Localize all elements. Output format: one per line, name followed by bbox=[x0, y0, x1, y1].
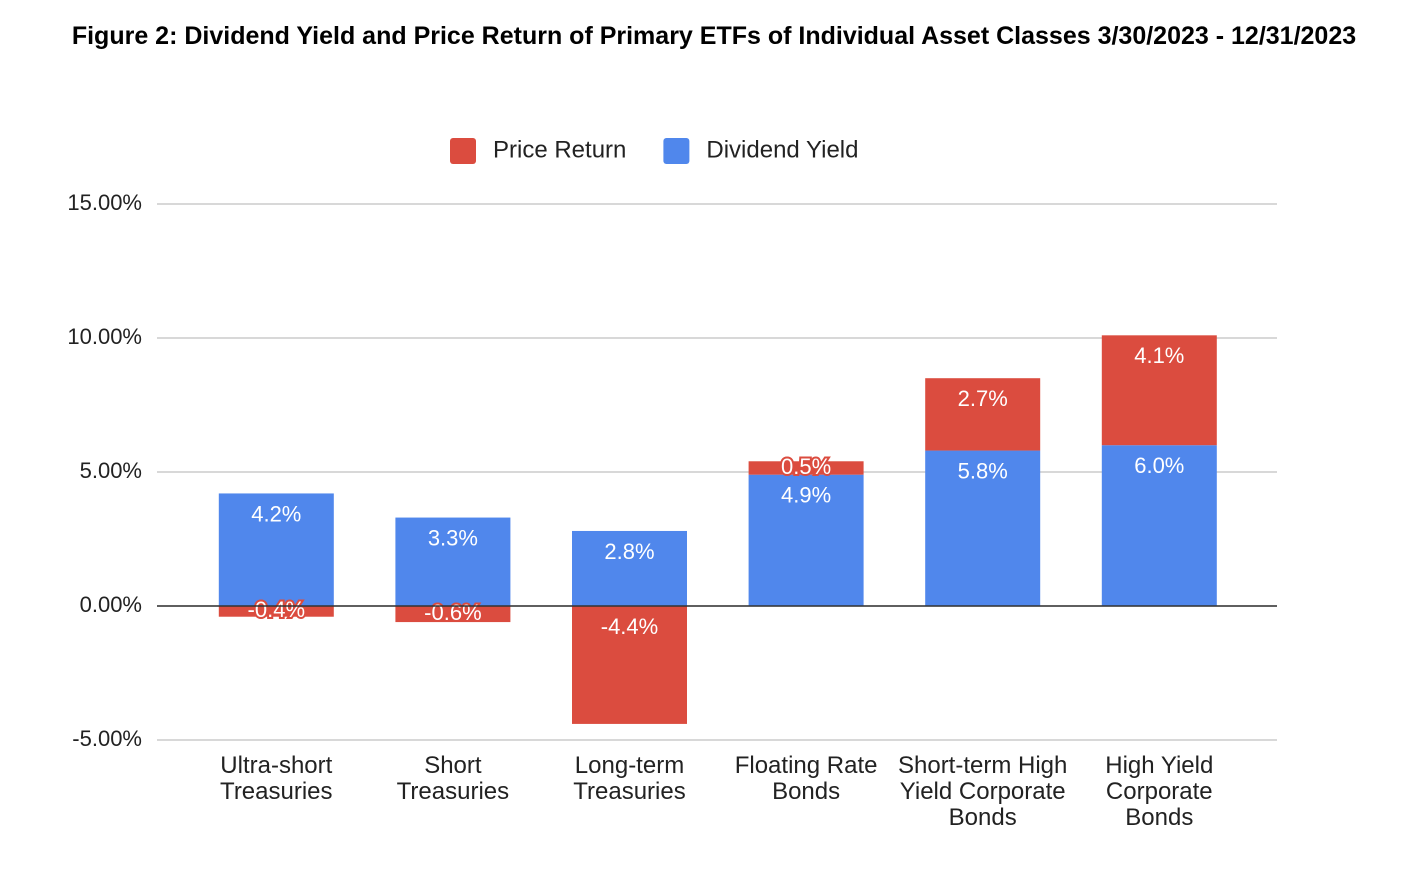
legend-swatch bbox=[663, 138, 690, 164]
bar bbox=[748, 461, 864, 475]
y-tick-label: 15.00% bbox=[67, 190, 142, 215]
bar bbox=[218, 493, 334, 606]
bar bbox=[748, 474, 864, 606]
data-label: 5.8% bbox=[958, 458, 1008, 483]
bar bbox=[572, 530, 687, 606]
y-tick-label: 5.00% bbox=[80, 458, 142, 483]
bar bbox=[218, 606, 334, 617]
y-tick-label: 10.00% bbox=[67, 324, 142, 349]
data-label: 4.2% bbox=[251, 501, 301, 526]
bar bbox=[572, 606, 687, 724]
bar bbox=[925, 378, 1041, 451]
x-tick-label: Ultra-short Treasuries bbox=[220, 752, 333, 805]
x-tick-label: High Yield Corporate Bonds bbox=[1105, 752, 1214, 831]
y-tick-label: -5.00% bbox=[72, 726, 142, 751]
data-label: 2.8% bbox=[604, 539, 654, 564]
chart-title: Figure 2: Dividend Yield and Price Retur… bbox=[71, 22, 1357, 50]
legend-label: Price Return bbox=[493, 136, 626, 163]
bar bbox=[395, 606, 511, 623]
y-tick-label: 0.00% bbox=[80, 592, 142, 617]
data-label: -0.6% bbox=[424, 600, 481, 625]
x-tick-label: Short Treasuries bbox=[396, 752, 510, 805]
bar bbox=[395, 517, 511, 606]
data-label: 3.3% bbox=[428, 525, 478, 550]
data-label: -0.4% bbox=[248, 597, 305, 622]
bar bbox=[925, 450, 1041, 606]
data-label: -4.4% bbox=[601, 614, 658, 639]
legend-label: Dividend Yield bbox=[706, 136, 858, 163]
data-label: 0.5% bbox=[781, 454, 831, 479]
data-label: 6.0% bbox=[1134, 453, 1184, 478]
x-tick-label: Floating Rate Bonds bbox=[734, 752, 878, 805]
data-label: 2.7% bbox=[958, 386, 1008, 411]
bar bbox=[1101, 335, 1217, 446]
data-label: 4.1% bbox=[1134, 343, 1184, 368]
data-label: 4.9% bbox=[781, 482, 831, 507]
bar bbox=[1101, 445, 1217, 606]
legend-swatch bbox=[450, 138, 476, 164]
x-tick-label: Long-term Treasuries bbox=[573, 752, 686, 805]
x-tick-label: Short-term High Yield Corporate Bonds bbox=[897, 752, 1068, 831]
